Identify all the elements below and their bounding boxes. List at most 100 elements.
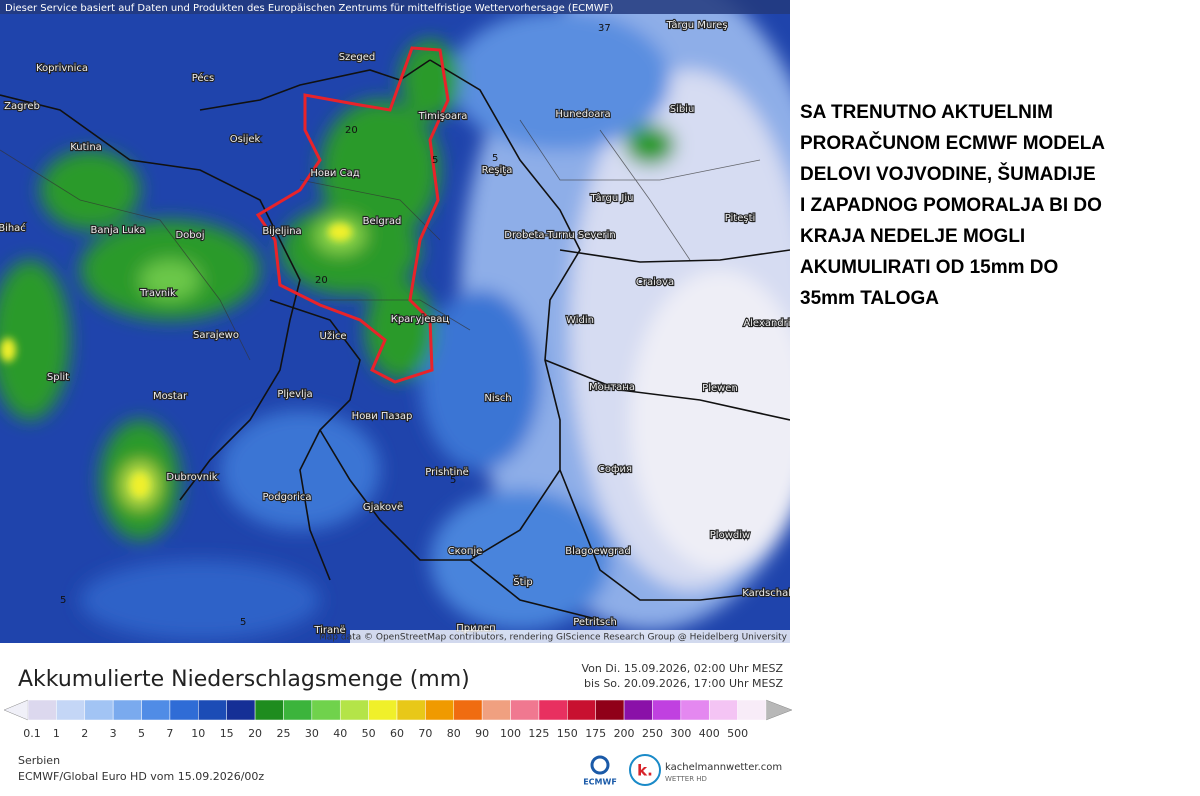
city-label: Plewen bbox=[702, 383, 738, 394]
scale-box bbox=[737, 699, 767, 721]
city-label: Hunedoara bbox=[555, 109, 610, 120]
city-label: София bbox=[598, 464, 632, 475]
city-label: Štip bbox=[513, 575, 532, 588]
city-label: Pécs bbox=[192, 72, 215, 84]
scale-label: 0.1 bbox=[23, 727, 41, 740]
scale-label: 50 bbox=[362, 727, 376, 740]
map: Târgu Mureş Koprivnica Pécs Szeged Zagreb Osi… bbox=[0, 0, 796, 643]
caption-line: I ZAPADNOG POMORALJA BI DO bbox=[800, 195, 1102, 216]
city-label: Târgu Jiu bbox=[590, 192, 634, 204]
attribution: Map data © OpenStreetMap contributors, r… bbox=[319, 633, 788, 643]
scale-label: 200 bbox=[614, 727, 635, 740]
city-label: Bihać bbox=[0, 222, 26, 234]
city-label: Zagreb bbox=[4, 101, 40, 112]
city-label: Târgu Mureş bbox=[665, 19, 727, 31]
contour-label: 5 bbox=[60, 595, 66, 606]
city-label: Tiranë bbox=[313, 625, 345, 636]
city-label: Travnik bbox=[139, 288, 176, 299]
contour-label: 5 bbox=[450, 475, 456, 486]
caption-line: SA TRENUTNO AKTUELNIM bbox=[800, 102, 1053, 123]
caption-line: 35mm TALOGA bbox=[800, 288, 939, 309]
city-label: Kardschali bbox=[742, 588, 794, 599]
scale-label: 2 bbox=[81, 727, 88, 740]
caption-line: DELOVI VOJVODINE, ŠUMADIJE bbox=[800, 163, 1096, 185]
scale-box bbox=[56, 699, 86, 721]
city-label: Gjakovë bbox=[363, 502, 403, 513]
scale-box bbox=[652, 699, 682, 721]
city-label: Kutina bbox=[70, 142, 102, 153]
ecmwf-logo: ECMWF bbox=[583, 778, 617, 787]
city-label: Скопје bbox=[448, 545, 483, 557]
contour-label: 5 bbox=[492, 153, 498, 164]
city-label: Plowdiw bbox=[710, 530, 750, 541]
contour-label: 37 bbox=[598, 23, 611, 34]
city-label: Split bbox=[47, 372, 69, 383]
site-sub: WETTER HD bbox=[665, 775, 707, 783]
city-label: Timişoara bbox=[418, 111, 468, 122]
contour-label: 20 bbox=[315, 275, 328, 286]
scale-box bbox=[567, 699, 596, 721]
city-label: Mostar bbox=[153, 391, 188, 402]
region: Serbien bbox=[18, 754, 60, 767]
city-label: Koprivnica bbox=[36, 63, 88, 74]
contour-label: 5 bbox=[432, 155, 438, 166]
city-label: Szeged bbox=[339, 52, 376, 63]
scale-label: 40 bbox=[333, 727, 347, 740]
contour-label: 20 bbox=[345, 125, 358, 136]
scale-box bbox=[396, 699, 426, 721]
scale-box bbox=[226, 699, 256, 721]
scale-box bbox=[283, 699, 313, 721]
site-name: kachelmannwetter.com bbox=[665, 762, 782, 773]
scale-box bbox=[339, 699, 369, 721]
caption-line: KRAJA NEDELJE MOGLI bbox=[800, 226, 1025, 247]
city-label: Нови Пазар bbox=[352, 411, 413, 422]
scale-label: 90 bbox=[475, 727, 489, 740]
city-label: Banja Luka bbox=[91, 225, 146, 236]
caption-line: PRORAČUNOM ECMWF MODELA bbox=[800, 132, 1105, 154]
color-scale: 0.1 1 2 3 5 7 10 15 20 25 30 40 50 60 70 80 90 100 125 150 1… bbox=[3, 699, 793, 740]
city-label: Užice bbox=[320, 330, 347, 342]
city-label: Sibiu bbox=[670, 104, 695, 115]
ecmwf-icon bbox=[590, 755, 610, 775]
city-label: Sarajewo bbox=[193, 330, 239, 341]
period-to: bis So. 20.09.2026, 17:00 Uhr MESZ bbox=[584, 677, 783, 690]
scale-box bbox=[27, 699, 57, 721]
scale-label: 500 bbox=[727, 727, 748, 740]
scale-label: 5 bbox=[138, 727, 145, 740]
scale-label: 10 bbox=[191, 727, 205, 740]
city-label: Doboj bbox=[175, 230, 204, 241]
city-label: Pljevlja bbox=[277, 389, 312, 400]
scale-label: 125 bbox=[528, 727, 549, 740]
caption: SA TRENUTNO AKTUELNIM PRORAČUNOM ECMWF MO… bbox=[800, 102, 1105, 309]
scale-label: 1 bbox=[53, 727, 60, 740]
city-label: Drobeta-Turnu Severin bbox=[504, 230, 615, 241]
city-label: Widin bbox=[566, 315, 594, 326]
city-label: Osijek bbox=[230, 134, 261, 145]
city-label: Alexandria bbox=[743, 318, 796, 329]
scale-label: 20 bbox=[248, 727, 262, 740]
scale-box bbox=[368, 699, 398, 721]
scale-label: 70 bbox=[418, 727, 432, 740]
scale-label: 175 bbox=[585, 727, 606, 740]
scale-box bbox=[680, 699, 710, 721]
scale-label: 15 bbox=[220, 727, 234, 740]
scale-box bbox=[198, 699, 227, 721]
scale-label: 150 bbox=[557, 727, 578, 740]
city-label: Dubrovnik bbox=[166, 472, 217, 483]
city-label: Монтана bbox=[589, 382, 635, 393]
scale-box bbox=[84, 699, 114, 721]
scale-box bbox=[141, 699, 171, 721]
city-label: Podgorica bbox=[262, 492, 311, 503]
scale-box bbox=[453, 699, 483, 721]
city-label: Petritsch bbox=[573, 617, 617, 628]
scale-box bbox=[254, 699, 284, 721]
city-label: Bijeljina bbox=[262, 226, 301, 237]
model-run: ECMWF/Global Euro HD vom 15.09.2026/00z bbox=[18, 770, 264, 783]
city-label: Blagoewgrad bbox=[565, 546, 631, 557]
scale-box bbox=[311, 699, 341, 721]
city-label: Craiova bbox=[636, 277, 674, 288]
scale-box bbox=[708, 699, 738, 721]
scale-box bbox=[425, 699, 455, 721]
scale-label: 7 bbox=[166, 727, 173, 740]
